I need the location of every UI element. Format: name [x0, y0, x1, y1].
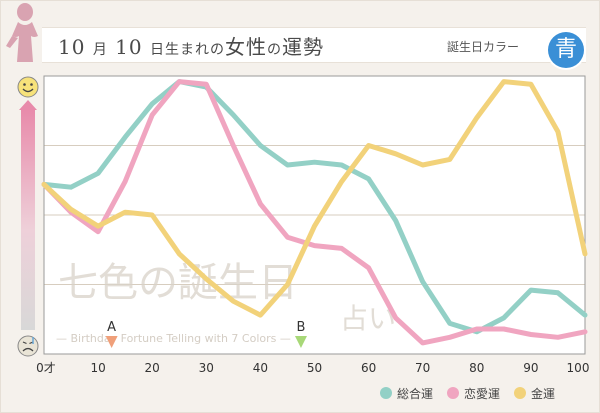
- title-female: 女性: [224, 35, 267, 59]
- marker-label-b: B: [297, 320, 306, 335]
- x-tick-label: 10: [90, 361, 105, 375]
- header: 10 月 10 日生まれの女性の運勢 誕生日カラー 青: [0, 0, 600, 70]
- title-no: の: [266, 42, 282, 58]
- watermark-english: — Birthday Fortune Telling with 7 Colors…: [56, 332, 291, 345]
- series-lines: [41, 79, 588, 346]
- series-line-3: [41, 79, 588, 318]
- legend: 総合運 恋愛運 金運: [380, 384, 555, 402]
- legend-swatch: [447, 387, 460, 399]
- legend-item-1: 総合運: [380, 385, 433, 402]
- mood-scale-arrow: [19, 100, 37, 110]
- x-axis-ticks: 0才 10 20 30 40 50 60 70 80 90 100: [36, 361, 589, 375]
- legend-label: 金運: [531, 386, 556, 401]
- legend-label: 総合運: [397, 386, 434, 401]
- marker-arrow-a: [105, 336, 118, 348]
- x-tick-label: 30: [199, 361, 214, 375]
- legend-label: 恋愛運: [464, 386, 501, 401]
- series-line-2: [41, 79, 588, 346]
- title-rest: 日生まれの: [149, 42, 225, 58]
- x-tick-label: 50: [307, 361, 322, 375]
- x-tick-label: 40: [253, 361, 268, 375]
- legend-swatch: [514, 387, 527, 399]
- header-bar: [42, 27, 586, 63]
- legend-swatch: [380, 387, 392, 399]
- happy-face-icon: [17, 76, 39, 98]
- title-month: 月: [92, 42, 108, 58]
- watermark-main: 七色の誕生日: [58, 260, 298, 306]
- legend-item-2: 恋愛運: [447, 385, 500, 402]
- title-day-number: 10: [115, 35, 143, 59]
- x-tick-label: 70: [415, 361, 430, 375]
- x-tick-label: 0才: [36, 361, 56, 375]
- marker-label-a: A: [107, 320, 116, 335]
- mood-scale-bar: [21, 108, 35, 330]
- marker-arrow-b: [294, 336, 307, 348]
- woman-silhouette-icon: [6, 3, 38, 62]
- watermark-sub: 占い: [340, 302, 396, 335]
- birth-color-badge: 青: [548, 32, 584, 68]
- x-tick-label: 90: [523, 361, 538, 375]
- birth-color-label: 誕生日カラー: [447, 40, 520, 54]
- x-tick-label: 80: [469, 361, 484, 375]
- title-month-number: 10: [58, 35, 86, 59]
- sad-face-icon: [17, 335, 39, 357]
- x-tick-label: 60: [361, 361, 376, 375]
- page-title: 10 月 10 日生まれの女性の運勢: [58, 31, 324, 60]
- plot-border: [43, 75, 586, 355]
- series-line-1: [41, 79, 588, 335]
- x-tick-label: 20: [145, 361, 160, 375]
- x-tick-label: 100: [567, 361, 590, 375]
- legend-item-3: 金運: [514, 385, 555, 402]
- title-fortune: 運勢: [281, 35, 324, 59]
